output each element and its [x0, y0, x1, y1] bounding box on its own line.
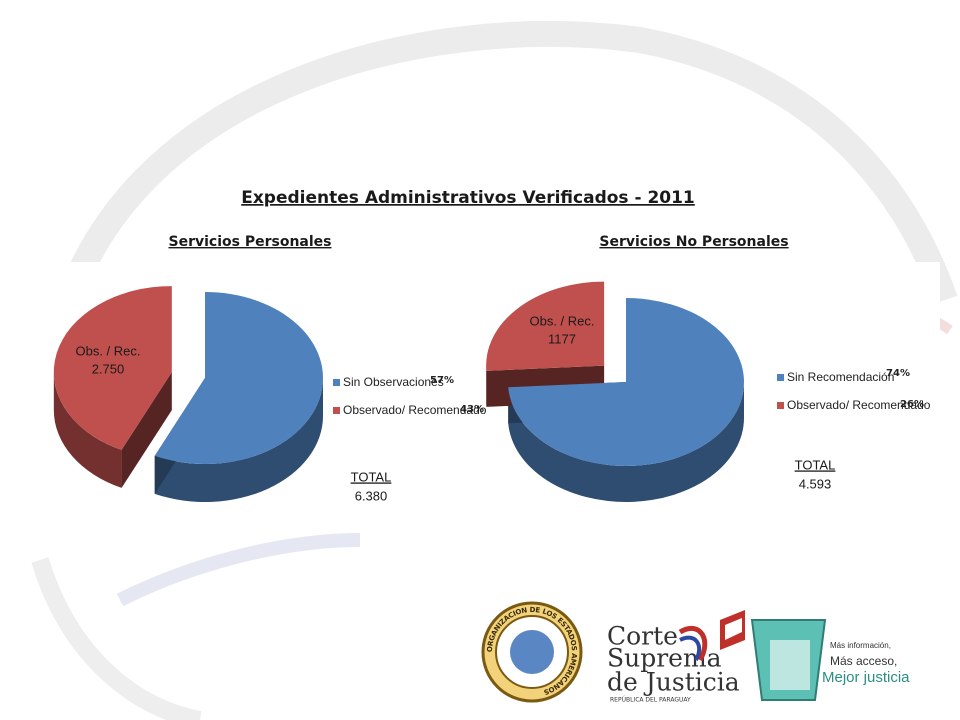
court-logo-swoosh [679, 635, 702, 661]
charts: Servicios Personales Sin Observaciones57%… [53, 234, 931, 503]
slice-annotation: Obs. / Rec. [529, 313, 594, 328]
total-label: TOTAL [351, 469, 392, 484]
logos: ORGANIZACION DE LOS ESTADOS AMERICANOS C… [481, 601, 910, 704]
slogan: Mejor justicia [822, 669, 910, 686]
pie-slice-face [121, 372, 172, 488]
pie-chart: Servicios No Personales Sin Recomendación… [486, 234, 931, 503]
legend-swatch [777, 402, 784, 409]
court-logo-text: Corte [607, 622, 678, 651]
decor-swoosh [31, 557, 202, 720]
total-value: 4.593 [799, 476, 832, 491]
total-label: TOTAL [795, 457, 836, 472]
chart-subtitle: Servicios No Personales [599, 234, 788, 250]
slice-annotation-value: 2.750 [92, 361, 125, 376]
pie-slice [486, 281, 605, 371]
pie-tops [486, 281, 744, 466]
legend-label: Sin Observaciones [343, 375, 444, 389]
total-value: 6.380 [355, 488, 388, 503]
building-logo-windows [770, 640, 810, 690]
legend-label: Observado/ Recomendado [343, 403, 487, 417]
slogan: Más información, [830, 641, 891, 650]
legend-swatch [333, 379, 340, 386]
legend-label: Observado/ Recomendado [787, 398, 931, 412]
pie-slice [53, 286, 172, 450]
pie-slice-side [53, 372, 122, 488]
legend-swatch [333, 407, 340, 414]
decor-swoosh [116, 533, 361, 607]
flag [725, 618, 742, 640]
pie-slice-side [154, 378, 323, 502]
slide-title: Expedientes Administrativos Verificados … [241, 188, 695, 208]
chart-subtitle: Servicios Personales [169, 234, 332, 250]
court-logo-swoosh [678, 625, 708, 662]
pie-slice [508, 298, 744, 466]
value-label: 43% [460, 404, 484, 415]
pie-chart: Servicios Personales Sin Observaciones57%… [53, 234, 487, 503]
decor-swoosh [47, 21, 958, 334]
legend-label: Sin Recomendación [787, 370, 894, 384]
value-label: 74% [886, 368, 910, 379]
pie-slice [154, 292, 324, 465]
pie-slice-side [508, 382, 744, 503]
slice-annotation: Obs. / Rec. [75, 343, 140, 358]
slice-annotation-value: 1177 [548, 331, 576, 346]
court-logo-text: de Justicia [607, 668, 740, 697]
slogan: Más acceso, [830, 654, 897, 668]
value-label: 26% [900, 399, 924, 410]
court-logo-sub: REPÚBLICA DEL PARAGUAY [610, 697, 691, 704]
pie-tops [53, 286, 324, 465]
legend-swatch [777, 374, 784, 381]
oas-seal-center [510, 630, 554, 674]
value-label: 57% [430, 375, 454, 386]
